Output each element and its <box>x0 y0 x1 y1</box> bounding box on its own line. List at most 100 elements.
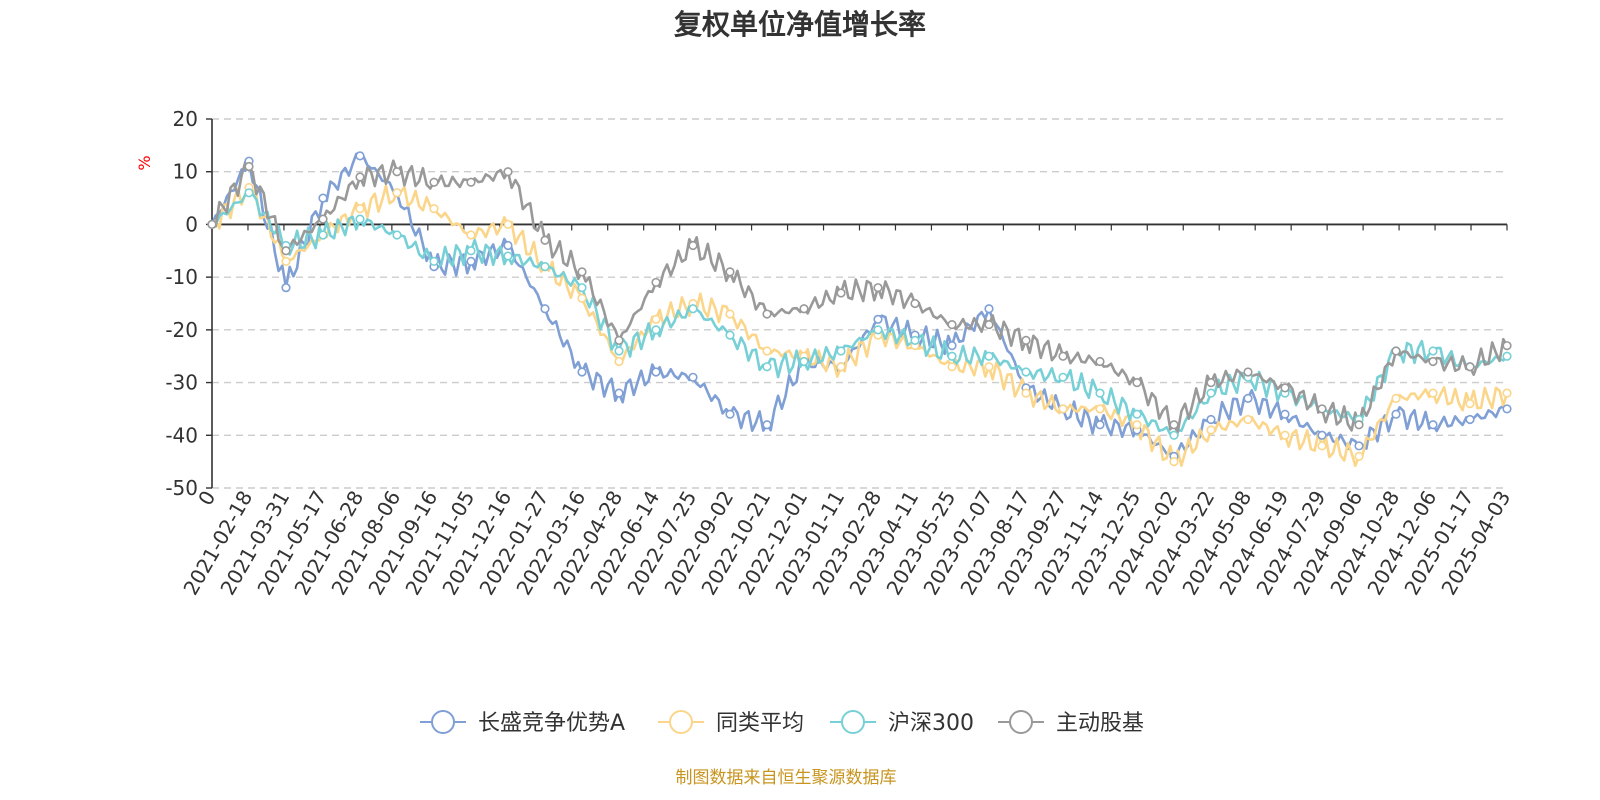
series-point <box>1169 430 1179 440</box>
series-point <box>873 325 883 335</box>
legend-item[interactable]: 同类平均 <box>658 710 804 736</box>
legend-marker <box>841 710 865 734</box>
series-point <box>429 204 439 214</box>
y-tick-label: 0 <box>185 212 198 236</box>
series-point <box>392 167 402 177</box>
y-axis-unit: % <box>135 155 154 170</box>
series-point <box>1095 404 1105 414</box>
series-point <box>984 362 994 372</box>
series-line <box>211 159 1509 434</box>
series-point <box>1243 414 1253 425</box>
series-point <box>577 293 587 303</box>
series-point <box>466 256 476 266</box>
series-point <box>1206 414 1216 425</box>
series-point <box>392 188 402 198</box>
series-point <box>355 151 365 161</box>
series-point <box>651 325 661 335</box>
series-point <box>1502 341 1512 351</box>
series-point <box>947 362 957 372</box>
legend-item[interactable]: 主动股基 <box>998 710 1144 736</box>
series-point <box>466 177 476 187</box>
series-point <box>1132 420 1142 430</box>
series-point <box>1428 420 1438 430</box>
legend-item[interactable]: 长盛竞争优势A <box>420 710 625 736</box>
series-point <box>281 246 291 256</box>
series-point <box>1058 404 1068 414</box>
legend-item[interactable]: 沪深300 <box>830 710 974 736</box>
series-point <box>1095 356 1105 367</box>
series-point <box>244 188 254 198</box>
series-point <box>1502 351 1512 361</box>
y-tick-label: 10 <box>173 160 198 184</box>
series-point <box>318 230 328 240</box>
series-point <box>614 388 624 398</box>
y-axis: 20 10 0 -10 -20 -30 -40 -50 <box>165 107 213 500</box>
y-tick-label: -20 <box>165 318 198 342</box>
series-point <box>318 193 328 203</box>
series-point <box>1354 441 1364 451</box>
series-point <box>207 219 217 230</box>
y-tick-label: -30 <box>165 371 198 395</box>
series-point <box>1465 399 1475 409</box>
series-point <box>947 341 957 351</box>
series-point <box>688 240 698 251</box>
y-tick-label: -50 <box>165 476 198 500</box>
series-point <box>614 346 624 356</box>
series-point <box>244 161 254 172</box>
series-point <box>1391 393 1401 403</box>
legend[interactable]: 长盛竞争优势A 同类平均 沪深300 主动股基 <box>420 710 1144 736</box>
series-point <box>281 256 291 266</box>
y-tick-label: 20 <box>173 107 198 131</box>
series-point <box>651 367 661 377</box>
series-point <box>1317 430 1327 440</box>
series-point <box>1169 457 1179 467</box>
series-point <box>355 204 365 214</box>
series-point <box>392 230 402 240</box>
series-point <box>725 267 735 277</box>
legend-label: 长盛竞争优势A <box>478 711 625 736</box>
series-point <box>836 362 846 372</box>
series-point <box>1428 356 1438 367</box>
series-point <box>540 235 550 245</box>
series-point <box>725 409 735 419</box>
series-point <box>1280 430 1290 440</box>
series-point <box>651 314 661 324</box>
series-point <box>688 304 698 314</box>
series-point <box>1206 388 1216 398</box>
series-point <box>873 283 883 293</box>
series-point <box>503 251 513 261</box>
series-point <box>1243 393 1253 403</box>
series-point <box>1391 409 1401 419</box>
series-point <box>1354 451 1364 461</box>
series-point <box>762 420 772 430</box>
series-point <box>1058 351 1068 361</box>
series-point <box>836 288 846 298</box>
series-point <box>799 304 809 314</box>
series-point <box>1021 367 1031 377</box>
series-point <box>1132 409 1142 419</box>
series-point <box>466 246 476 256</box>
series-point <box>1465 414 1475 425</box>
series-point <box>910 298 920 309</box>
series-point <box>762 362 772 372</box>
series-point <box>688 372 698 382</box>
series-lines <box>207 151 1512 468</box>
series-point <box>1317 404 1327 414</box>
series-point <box>1021 388 1031 398</box>
series-point <box>1354 420 1364 430</box>
series-point <box>1132 377 1142 388</box>
series-point <box>281 283 291 293</box>
series-point <box>1095 388 1105 398</box>
series-point <box>947 351 957 361</box>
series-point <box>503 219 513 230</box>
series-point <box>429 256 439 266</box>
series-point <box>577 267 587 277</box>
series-point <box>614 335 624 346</box>
series-point <box>725 309 735 319</box>
series-point <box>762 346 772 356</box>
series-point <box>984 304 994 314</box>
series-point <box>1058 372 1068 382</box>
series-point <box>1428 388 1438 398</box>
legend-marker <box>1009 710 1033 734</box>
